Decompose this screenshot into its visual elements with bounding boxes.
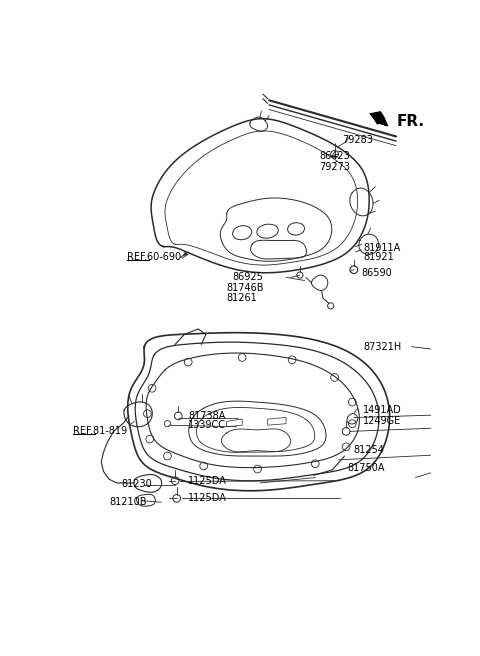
Polygon shape [369,111,388,127]
Text: 79273: 79273 [319,162,350,173]
Text: 86590: 86590 [361,268,392,277]
Text: 81911A: 81911A [363,243,400,253]
Text: 81254: 81254 [354,445,384,455]
Text: 1491AD: 1491AD [363,405,402,415]
Text: 81921: 81921 [363,253,394,262]
Text: 81750A: 81750A [348,462,385,472]
Text: FR.: FR. [396,113,424,129]
Text: 81746B: 81746B [227,283,264,293]
Text: 81261: 81261 [227,293,257,303]
Text: 1339CC: 1339CC [188,420,226,430]
Text: 79283: 79283 [342,135,373,146]
FancyArrowPatch shape [184,252,188,255]
Text: 1249GE: 1249GE [363,417,401,426]
Text: REF.81-819: REF.81-819 [73,426,127,436]
Text: REF.60-690: REF.60-690 [127,253,181,262]
Text: 86925: 86925 [232,272,263,282]
Text: 1125DA: 1125DA [188,476,227,485]
Text: 87321H: 87321H [363,342,401,352]
Text: 81230: 81230 [121,479,152,489]
Text: 1125DA: 1125DA [188,493,227,503]
Text: 86423: 86423 [319,151,350,161]
Text: 81210B: 81210B [109,497,146,507]
Text: 81738A: 81738A [188,411,226,421]
